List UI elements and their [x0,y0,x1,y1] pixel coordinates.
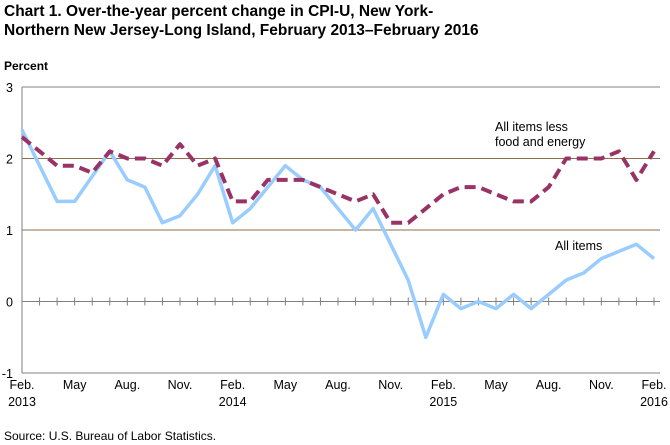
y-axis-label: Percent [4,59,49,73]
series-label-all-items: All items [555,239,602,253]
x-tick-label: Nov. [378,378,403,392]
y-tick-label: 2 [6,153,13,167]
y-tick-label: 3 [6,81,13,95]
chart-title: Chart 1. Over-the-year percent change in… [4,3,479,39]
x-tick-label: Feb. [641,378,666,392]
x-tick-label: Nov. [168,378,193,392]
x-tick-label: Aug. [114,378,140,392]
x-tick-label: Feb. [220,378,245,392]
x-tick-label: Aug. [536,378,562,392]
x-tick-label: Feb. [9,378,34,392]
y-tick-label: 0 [6,296,13,310]
x-tick-label: Aug. [325,378,351,392]
source-note: Source: U.S. Bureau of Labor Statistics. [4,429,217,443]
series-line-all-items [20,129,656,340]
x-tick-label: May [484,378,508,392]
y-tick-label: 1 [6,224,13,238]
x-tick-year: 2014 [219,395,247,409]
x-tick-label: Nov. [589,378,614,392]
x-tick-year: 2013 [8,395,36,409]
x-tick-label: Feb. [431,378,456,392]
series-label-core: All items less [495,120,568,134]
series-label-core: food and energy [495,135,586,149]
x-tick-year: 2016 [640,395,668,409]
x-tick-label: May [63,378,87,392]
x-tick-year: 2015 [429,395,457,409]
x-tick-label: May [274,378,298,392]
y-tick-label: -1 [2,367,13,381]
